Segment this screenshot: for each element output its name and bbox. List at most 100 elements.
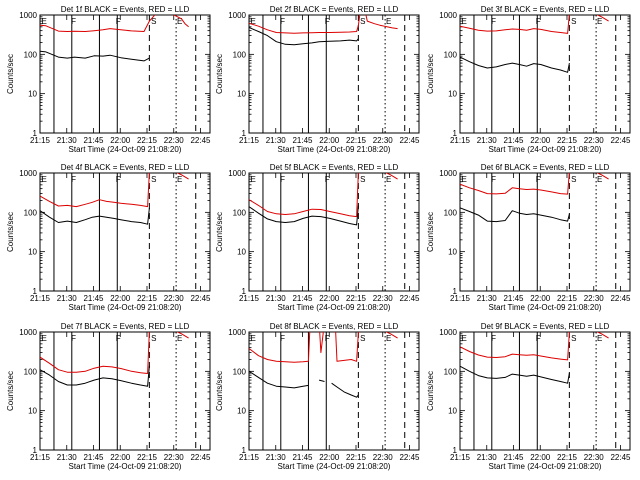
chart-title: Det 2f BLACK = Events, RED = LLD (270, 5, 399, 14)
y-tick-label: 1 (242, 129, 247, 138)
plot-frame (248, 14, 420, 134)
x-tick-label: 22:15 (137, 453, 158, 462)
y-tick-label: 1000 (439, 169, 457, 178)
x-tick-label: 22:45 (399, 136, 420, 145)
x-tick-label: 21:30 (477, 294, 498, 303)
lld-series-line (40, 173, 189, 208)
x-tick-label: 22:15 (137, 136, 158, 145)
x-tick-label: 22:45 (610, 294, 631, 303)
y-axis-label: Counts/sec (426, 212, 435, 252)
x-tick-label: 22:45 (190, 136, 211, 145)
region-marker: F (325, 334, 330, 343)
x-tick-label: 21:15 (239, 294, 260, 303)
y-tick-label: 1 (33, 129, 38, 138)
chart-title: Det 3f BLACK = Events, RED = LLD (481, 5, 610, 14)
y-tick-label: 100 (444, 367, 458, 376)
x-tick-label: 22:15 (557, 453, 578, 462)
chart-title: Det 4f BLACK = Events, RED = LLD (61, 163, 190, 172)
x-tick-label: 21:45 (292, 294, 313, 303)
y-tick-label: 1000 (439, 11, 457, 20)
x-tick-label: 22:30 (584, 136, 605, 145)
x-axis-label: Start Time (24-Oct-09 21:08:20) (278, 462, 391, 471)
x-tick-label: 22:15 (137, 294, 158, 303)
series-group (249, 332, 398, 398)
region-marker: E (386, 334, 391, 343)
y-tick-label: 10 (448, 90, 457, 99)
y-tick-label: 10 (237, 248, 246, 257)
series-group (460, 332, 609, 384)
x-tick-label: 21:30 (477, 453, 498, 462)
x-axis-label: Start Time (24-Oct-09 21:08:20) (278, 303, 391, 312)
region-marker: S (360, 334, 365, 343)
x-tick-label: 21:45 (83, 294, 104, 303)
x-axis-label: Start Time (24-Oct-09 21:08:20) (278, 145, 391, 154)
chart-panel-8: Det 8f BLACK = Events, RED = LLD 1 10 100 10… (215, 322, 420, 471)
region-marker: E (597, 175, 602, 184)
x-tick-label: 21:15 (239, 136, 260, 145)
region-marker: E (461, 334, 466, 343)
region-marker: F (491, 17, 496, 26)
region-marker: F (536, 334, 541, 343)
lld-series-line (249, 173, 398, 218)
x-tick-label: 21:15 (30, 136, 51, 145)
y-axis-label: Counts/sec (6, 371, 15, 411)
x-tick-label: 22:00 (530, 294, 551, 303)
region-marker: E (461, 175, 466, 184)
y-tick-label: 100 (444, 50, 458, 59)
plot-frame (459, 14, 631, 134)
x-tick-label: 22:00 (319, 136, 340, 145)
x-tick-label: 22:45 (610, 453, 631, 462)
region-marker: F (71, 17, 76, 26)
x-tick-label: 21:45 (503, 453, 524, 462)
x-tick-label: 22:30 (373, 136, 394, 145)
y-axis-label: Counts/sec (6, 212, 15, 252)
region-marker: F (536, 175, 541, 184)
y-tick-label: 10 (448, 248, 457, 257)
events-series-line (249, 27, 359, 46)
y-tick-label: 1000 (19, 11, 37, 20)
y-tick-label: 10 (28, 248, 37, 257)
y-tick-label: 1000 (228, 169, 246, 178)
lld-series-line (460, 15, 609, 34)
x-tick-label: 21:30 (57, 453, 78, 462)
x-tick-label: 21:45 (503, 294, 524, 303)
region-marker: S (360, 175, 365, 184)
events-series-line (460, 207, 570, 223)
x-axis-label: Start Time (24-Oct-09 21:08:20) (489, 303, 602, 312)
y-tick-label: 100 (233, 367, 247, 376)
region-marker: F (116, 17, 121, 26)
plot-frame (39, 14, 211, 134)
events-series-line (460, 56, 570, 73)
series-group (460, 173, 609, 223)
y-tick-label: 100 (233, 208, 247, 217)
chart-panel-6: Det 6f BLACK = Events, RED = LLD 1 10 100 10… (426, 163, 631, 312)
y-axis-label: Counts/sec (215, 371, 224, 411)
series-group (40, 332, 189, 387)
plot-frame (459, 331, 631, 451)
x-tick-label: 21:30 (266, 136, 287, 145)
y-tick-label: 1000 (19, 169, 37, 178)
region-marker: S (571, 17, 576, 26)
x-tick-label: 22:45 (610, 136, 631, 145)
y-axis-label: Counts/sec (426, 54, 435, 94)
region-marker: E (41, 334, 46, 343)
x-tick-label: 22:30 (164, 294, 185, 303)
events-series-line (249, 205, 359, 226)
y-tick-label: 100 (233, 50, 247, 59)
x-tick-label: 22:00 (319, 453, 340, 462)
region-marker: E (250, 334, 255, 343)
y-axis-label: Counts/sec (215, 54, 224, 94)
x-tick-label: 22:00 (110, 294, 131, 303)
region-marker: E (177, 17, 182, 26)
x-tick-label: 22:30 (164, 136, 185, 145)
region-marker: E (461, 17, 466, 26)
x-tick-label: 22:00 (110, 136, 131, 145)
x-tick-label: 21:45 (503, 136, 524, 145)
x-tick-label: 22:30 (373, 453, 394, 462)
plot-frame (39, 172, 211, 292)
y-tick-label: 1 (242, 446, 247, 455)
x-tick-label: 21:15 (239, 453, 260, 462)
x-tick-label: 21:15 (450, 294, 471, 303)
region-marker: F (491, 175, 496, 184)
